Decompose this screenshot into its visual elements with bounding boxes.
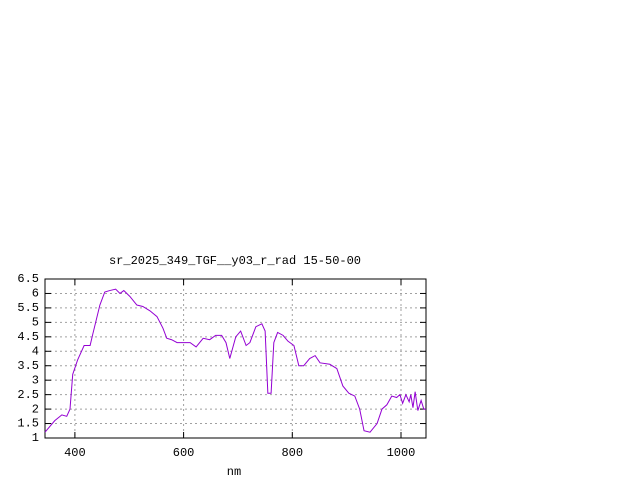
y-tick-label: 5 — [32, 316, 39, 330]
y-tick-label: 2 — [32, 402, 39, 416]
y-tick-label: 5.5 — [17, 301, 39, 315]
y-tick-label: 6.5 — [17, 272, 39, 286]
x-tick-label: 800 — [281, 446, 303, 460]
y-tick-label: 2.5 — [17, 388, 39, 402]
y-tick-label: 6 — [32, 287, 39, 301]
x-tick-label: 400 — [64, 446, 86, 460]
y-tick-label: 4 — [32, 344, 39, 358]
x-tick-label: 600 — [173, 446, 195, 460]
y-tick-label: 4.5 — [17, 330, 39, 344]
x-axis-label: nm — [227, 465, 241, 479]
plot-border — [44, 278, 427, 439]
y-tick-label: 1 — [32, 431, 39, 445]
y-tick-label: 3 — [32, 373, 39, 387]
y-tick-label: 3.5 — [17, 359, 39, 373]
y-tick-label: 1.5 — [17, 417, 39, 431]
chart-title: sr_2025_349_TGF__y03_r_rad 15-50-00 — [109, 254, 361, 268]
data-line — [44, 288, 426, 433]
x-tick-label: 1000 — [387, 446, 416, 460]
